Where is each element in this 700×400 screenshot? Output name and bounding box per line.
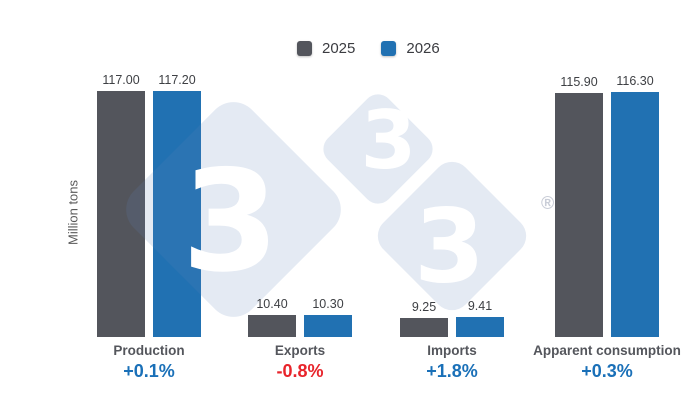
value-label-2025-apparent-consumption: 115.90 [560, 75, 598, 89]
bar-2025-apparent-consumption [555, 93, 603, 337]
value-label-2026-production: 117.20 [158, 73, 196, 87]
value-label-2025-imports: 9.25 [411, 300, 437, 314]
watermark-diamond-left: 3 [115, 91, 352, 328]
bar-2025-imports [400, 318, 448, 337]
bar-2026-apparent-consumption [611, 92, 659, 337]
category-label-exports: Exports [274, 343, 326, 358]
watermark-3-glyph: 3 [360, 94, 417, 188]
bar-2026-imports [456, 317, 504, 337]
change-label-imports: +1.8% [426, 361, 478, 381]
category-label-production: Production [113, 343, 185, 358]
y-axis-title: Million tons [65, 179, 81, 246]
watermark-3-glyph: 3 [181, 140, 280, 304]
legend: 2025 2026 [297, 40, 440, 57]
bar-2025-exports [248, 315, 296, 337]
watermark-3-glyph: 3 [413, 187, 485, 307]
legend-item-2025: 2025 [297, 40, 355, 57]
category-label-imports: Imports [427, 343, 477, 358]
registered-trademark-icon: ® [541, 193, 555, 213]
change-label-production: +0.1% [123, 361, 175, 381]
legend-swatch-2026 [381, 41, 397, 56]
value-label-2026-apparent-consumption: 116.30 [616, 74, 654, 88]
bar-2025-production [97, 91, 145, 337]
bar-2026-exports [304, 315, 352, 337]
value-label-2025-exports: 10.40 [256, 297, 288, 311]
bar-2026-production [153, 91, 201, 337]
change-label-apparent-consumption: +0.3% [581, 361, 633, 381]
value-label-2025-production: 117.00 [102, 73, 140, 87]
change-label-exports: -0.8% [276, 361, 324, 381]
legend-label-2025: 2025 [322, 40, 356, 57]
value-label-2026-exports: 10.30 [312, 297, 344, 311]
legend-label-2026: 2026 [406, 40, 440, 57]
category-label-apparent-consumption: Apparent consumption [533, 343, 681, 358]
value-label-2026-imports: 9.41 [467, 299, 493, 313]
legend-swatch-2025 [297, 41, 312, 56]
legend-item-2026: 2026 [381, 40, 440, 57]
